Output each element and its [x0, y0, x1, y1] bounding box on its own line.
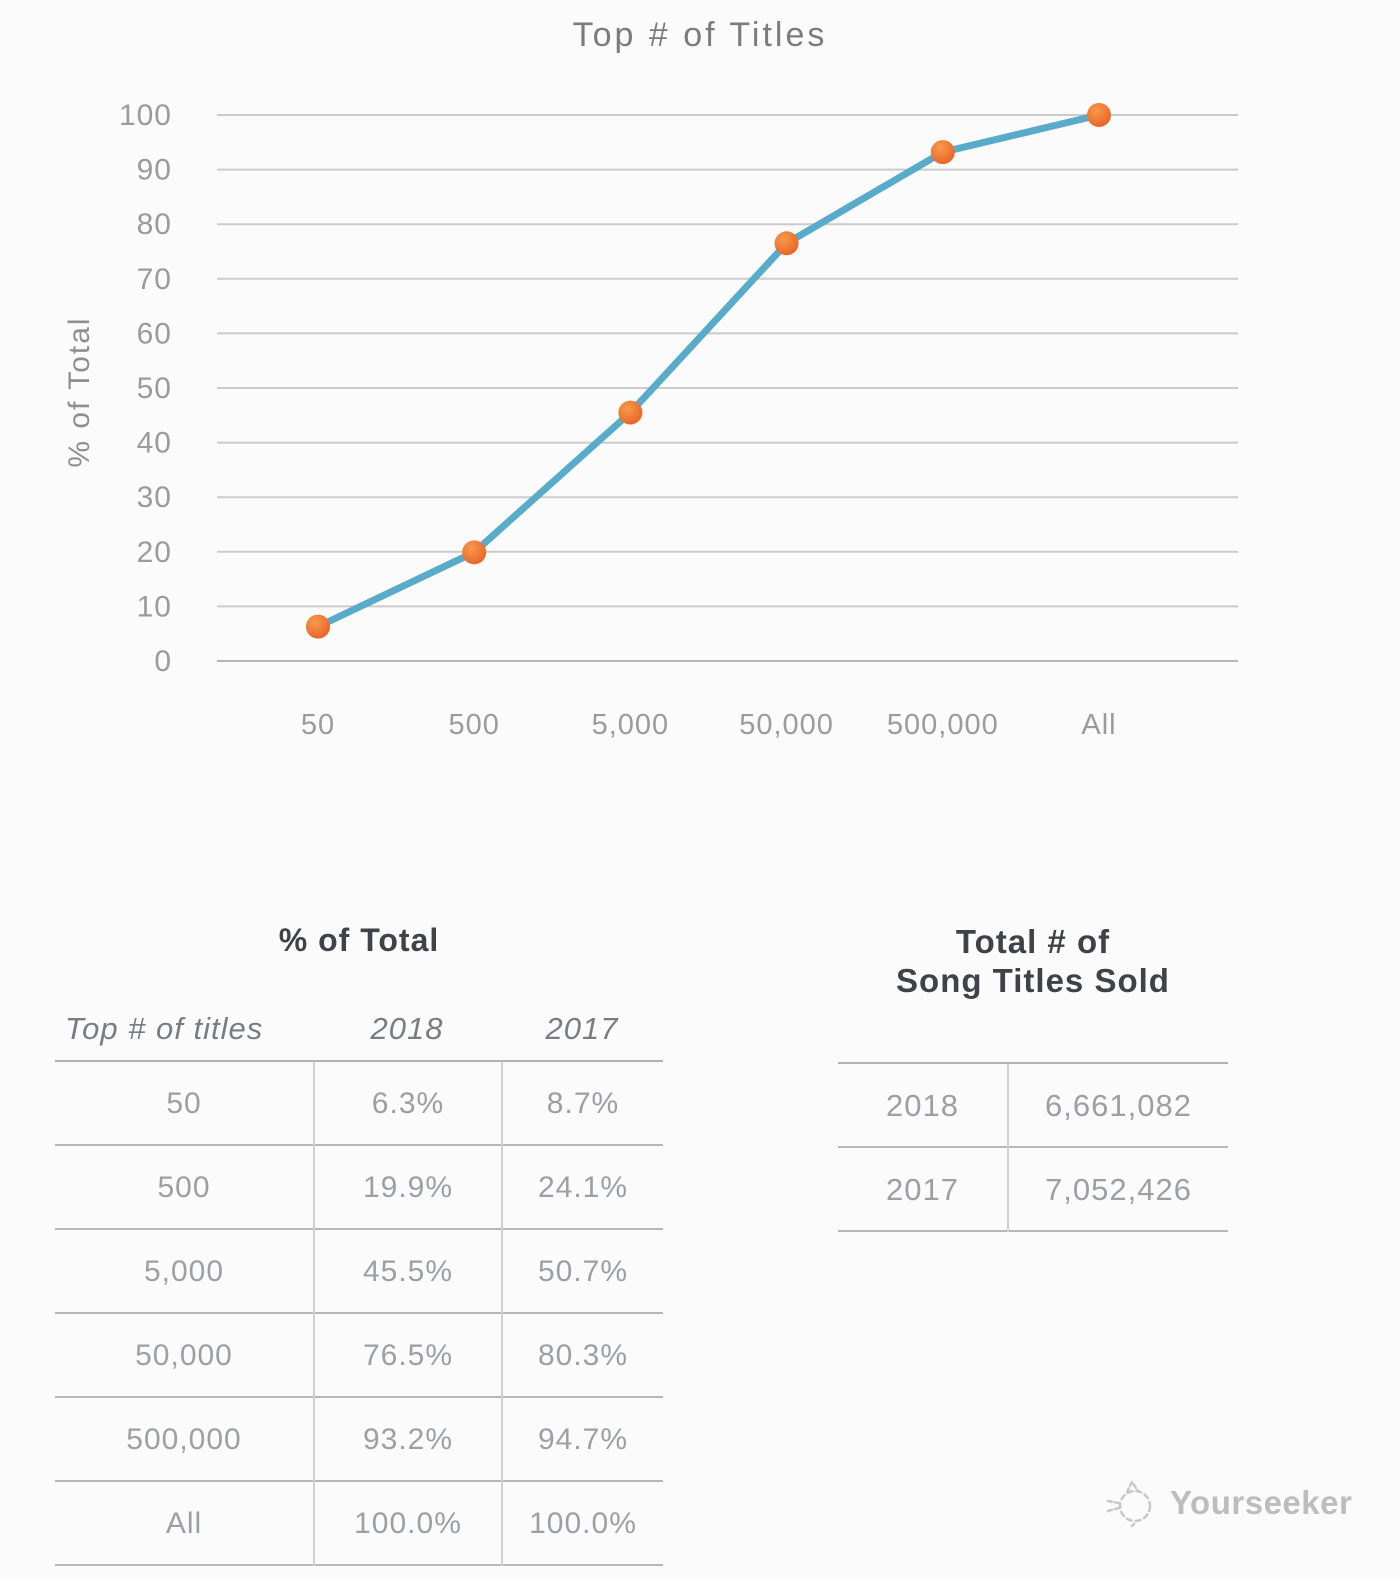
table-row: 50 6.3% 8.7% [55, 1062, 663, 1146]
table-cell: 19.9% [313, 1146, 501, 1230]
table-cell: 50 [166, 1087, 202, 1120]
y-tick-label: 70 [137, 263, 172, 296]
y-tick-label: 80 [137, 208, 172, 241]
table-cell: 500,000 [126, 1423, 242, 1456]
y-tick-label: 20 [137, 536, 172, 569]
chart-title: Top # of Titles [572, 16, 828, 54]
table-cell: 5,000 [143, 1255, 225, 1288]
data-point-500 [462, 540, 487, 565]
table-cell: 6,661,082 [1007, 1064, 1228, 1148]
data-point-All [1087, 103, 1111, 127]
table-cell: 94.7% [501, 1398, 663, 1482]
table-cell: 93.2% [313, 1398, 501, 1482]
data-point-50 [306, 614, 330, 639]
x-tick-label: 5,000 [592, 709, 670, 741]
data-point-50,000 [774, 231, 799, 256]
percent-table-col-header: 2017 [545, 1011, 619, 1046]
table-cell: 2017 [886, 1172, 959, 1207]
table-cell: 80.3% [501, 1314, 663, 1398]
x-tick-label: 50 [301, 709, 335, 741]
y-tick-label: 100 [119, 99, 172, 132]
table-cell: 2018 [886, 1088, 959, 1123]
table-row: All 100.0% 100.0% [55, 1482, 663, 1566]
table-cell: 7,052,426 [1007, 1148, 1228, 1232]
totals-table-body: 2018 6,661,082 2017 7,052,426 [838, 1062, 1228, 1232]
table-cell: All [165, 1507, 203, 1540]
y-tick-label: 10 [137, 590, 172, 623]
table-cell: 50,000 [135, 1339, 233, 1372]
x-tick-label: 50,000 [739, 709, 834, 741]
table-cell: 50.7% [501, 1230, 663, 1314]
y-tick-label: 30 [137, 481, 172, 514]
table-cell: 76.5% [313, 1314, 501, 1398]
percent-table-col-header: Top # of titles [65, 1011, 264, 1046]
table-cell: 8.7% [501, 1062, 663, 1146]
y-tick-label: 50 [137, 372, 172, 405]
y-tick-label: 90 [137, 154, 172, 187]
totals-table-title: Total # of Song Titles Sold [838, 922, 1228, 1000]
y-tick-label: 60 [137, 317, 172, 350]
totals-table-title-line2: Song Titles Sold [896, 962, 1170, 999]
table-row: 500 19.9% 24.1% [55, 1146, 663, 1230]
percent-table-header: Top # of titles 2018 2017 [55, 998, 663, 1062]
data-point-5,000 [618, 400, 643, 425]
table-cell: 100.0% [501, 1482, 663, 1566]
percent-table-title: % of Total [278, 922, 440, 958]
x-tick-label: All [1081, 709, 1116, 741]
yourseeker-logo-icon [1106, 1479, 1152, 1528]
x-tick-label: 500 [449, 709, 500, 741]
percent-table-body: 50 6.3% 8.7% 500 19.9% 24.1% 5,000 45.5% 50.7% 50… [55, 1062, 663, 1566]
table-cell: 6.3% [313, 1062, 501, 1146]
data-point-500,000 [930, 140, 955, 165]
totals-table-title-line1: Total # of [955, 923, 1111, 960]
percent-table-col-header: 2018 [370, 1011, 444, 1046]
y-tick-label: 0 [154, 645, 172, 678]
watermark-label: Yourseeker [1170, 1484, 1353, 1521]
table-cell: 45.5% [313, 1230, 501, 1314]
watermark: Yourseeker [1102, 1474, 1352, 1532]
table-row: 5,000 45.5% 50.7% [55, 1230, 663, 1314]
table-row: 500,000 93.2% 94.7% [55, 1398, 663, 1482]
table-cell: 500 [157, 1171, 211, 1204]
trend-line-2018 [314, 111, 1103, 631]
table-row: 2018 6,661,082 [838, 1064, 1228, 1148]
line-chart: 0 10 20 30 40 50 60 70 80 90 100 50 500 5,000 50,000 50… [119, 99, 1238, 741]
x-tick-label: 500,000 [887, 709, 999, 741]
table-cell: 100.0% [313, 1482, 501, 1566]
table-cell: 24.1% [501, 1146, 663, 1230]
table-row: 2017 7,052,426 [838, 1148, 1228, 1232]
table-row: 50,000 76.5% 80.3% [55, 1314, 663, 1398]
y-tick-label: 40 [137, 427, 172, 460]
